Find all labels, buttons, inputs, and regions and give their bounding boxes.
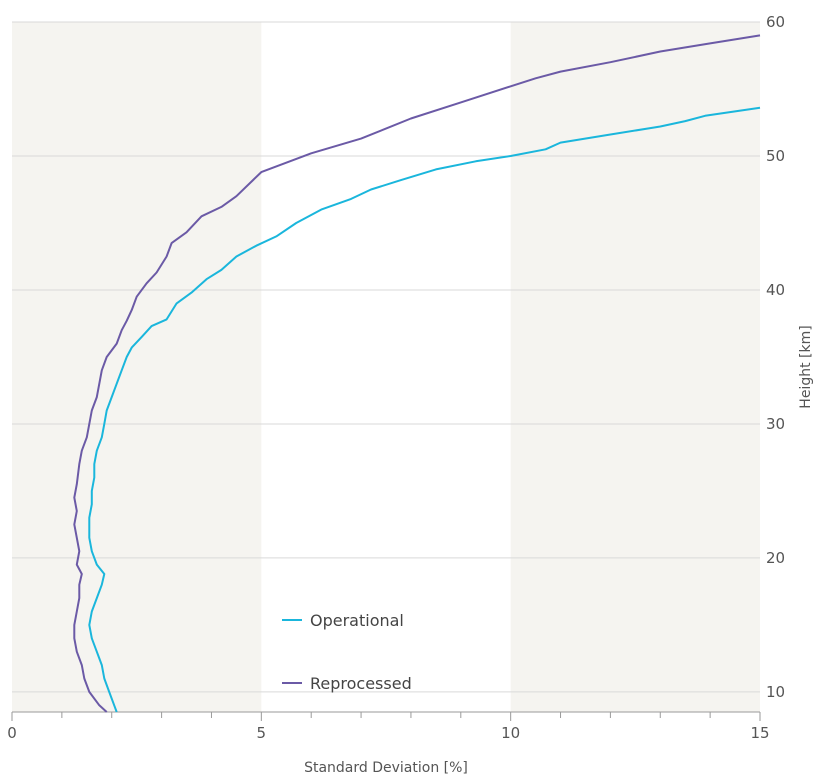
legend: Operational Reprocessed (282, 611, 412, 693)
y-tick-label-60: 60 (766, 13, 785, 31)
y-tick-label-20: 20 (766, 549, 785, 567)
gridlines (12, 21, 760, 693)
legend-label-operational: Operational (310, 611, 404, 630)
background-bands (12, 22, 760, 712)
y-tick-label-30: 30 (766, 415, 785, 433)
y-axis-title: Height [km] (798, 325, 814, 408)
background-band-1 (510, 22, 760, 712)
y-tick-label-50: 50 (766, 147, 785, 165)
x-tick-label-15: 15 (750, 724, 769, 742)
x-ticks: 0 5 10 15 (7, 712, 770, 742)
legend-label-reprocessed: Reprocessed (310, 674, 412, 693)
series-line-operational (88, 106, 761, 713)
x-tick-label-10: 10 (501, 724, 520, 742)
y-tick-labels: 10 20 30 40 50 60 (766, 13, 785, 701)
x-tick-label-0: 0 (7, 724, 17, 742)
y-tick-label-40: 40 (766, 281, 785, 299)
series-lines (73, 34, 761, 713)
series-line-reprocessed (73, 34, 761, 713)
x-axis-title: Standard Deviation [%] (304, 760, 468, 776)
x-tick-label-5: 5 (257, 724, 267, 742)
background-band-0 (12, 22, 262, 712)
y-tick-label-10: 10 (766, 683, 785, 701)
